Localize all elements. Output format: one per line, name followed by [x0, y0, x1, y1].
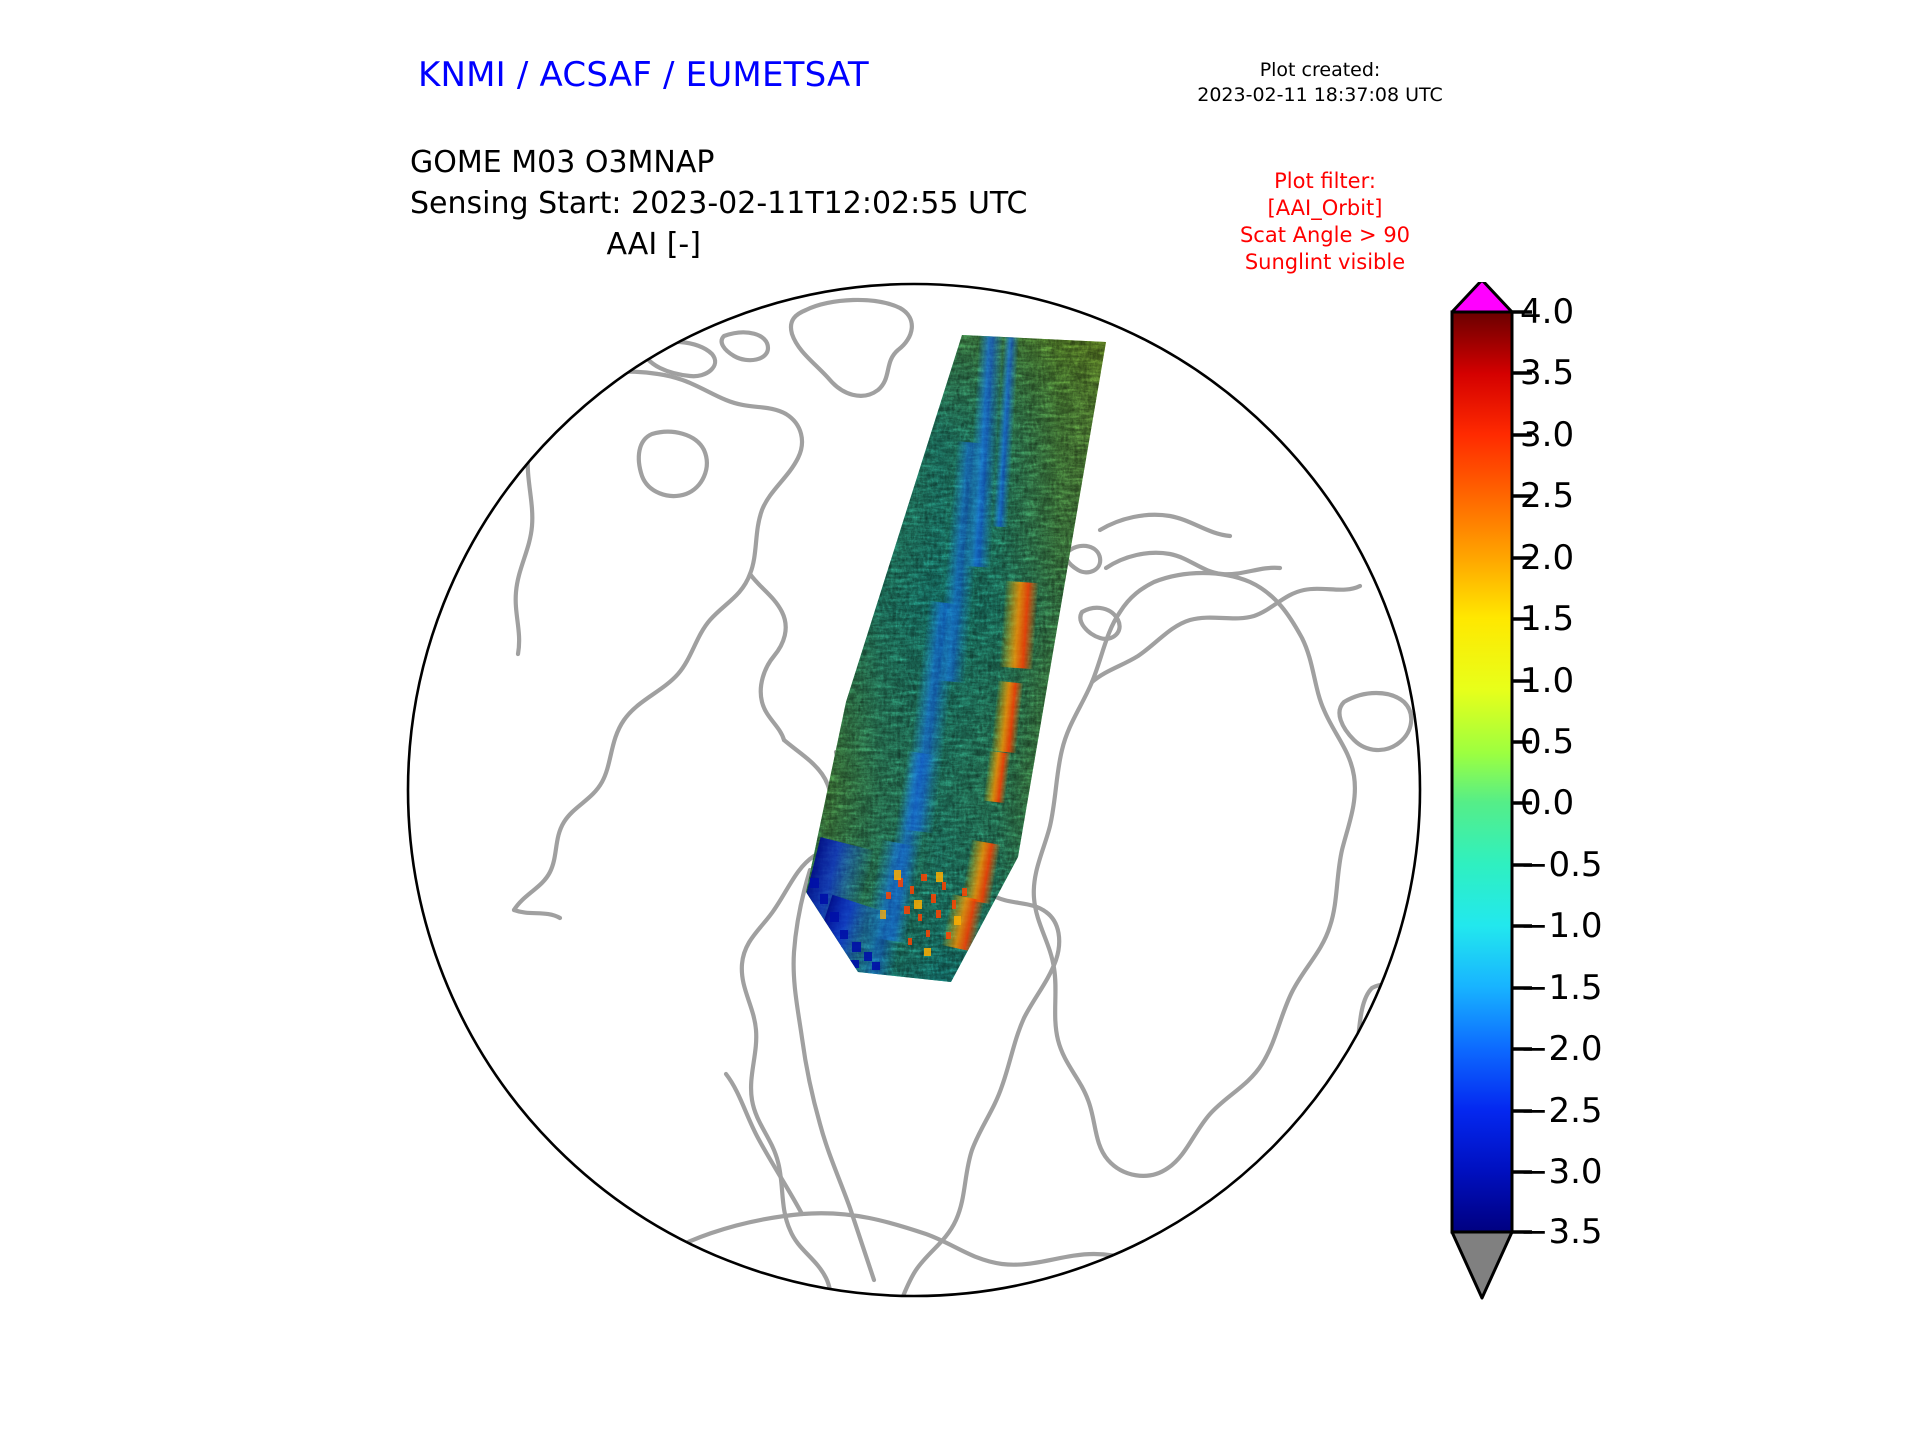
- colorbar-svg: [1450, 282, 1532, 1300]
- colorbar-tick-label: 2.5: [1520, 476, 1575, 516]
- colorbar-tick-label: −0.5: [1520, 845, 1603, 885]
- colorbar-ticks: [1512, 310, 1532, 1234]
- colorbar: 4.0 3.5 3.0 2.5 2.0 1.5 1.0 0.5 0.0 −0.5…: [1432, 282, 1852, 1312]
- globe-map: [406, 282, 1422, 1298]
- plot-filter-block: Plot filter: [AAI_Orbit] Scat Angle > 90…: [1180, 168, 1470, 276]
- colorbar-tick-label: 4.0: [1520, 292, 1575, 332]
- high-aai-speckles: [886, 874, 967, 945]
- plot-created-block: Plot created: 2023-02-11 18:37:08 UTC: [1160, 58, 1480, 108]
- colorbar-tick-label: −2.0: [1520, 1029, 1603, 1069]
- plot-filter-label: Plot filter:: [1274, 169, 1376, 193]
- colorbar-tick-label: 2.0: [1520, 538, 1575, 578]
- plot-filter-name: [AAI_Orbit]: [1267, 196, 1383, 220]
- colorbar-tick-label: −3.5: [1520, 1212, 1603, 1252]
- page-title: GOME M03 O3MNAP Sensing Start: 2023-02-1…: [410, 142, 1027, 265]
- colorbar-tick-label: 0.0: [1520, 783, 1575, 823]
- plot-created-timestamp: 2023-02-11 18:37:08 UTC: [1197, 84, 1443, 106]
- organization-title: KNMI / ACSAF / EUMETSAT: [418, 55, 869, 95]
- colorbar-gradient: [1450, 310, 1514, 1234]
- colorbar-tick-label: 3.0: [1520, 415, 1575, 455]
- colorbar-tick-label: −1.0: [1520, 906, 1603, 946]
- colorbar-tick-label: 1.5: [1520, 599, 1575, 639]
- sensing-start: Sensing Start: 2023-02-11T12:02:55 UTC: [410, 186, 1028, 221]
- globe-outline: [406, 282, 1422, 1298]
- colorbar-under-arrow: [1450, 1230, 1514, 1300]
- plot-created-label: Plot created:: [1259, 59, 1381, 81]
- colorbar-tick-label: 3.5: [1520, 353, 1575, 393]
- orthographic-projection: [406, 282, 1422, 1298]
- product-title: GOME M03 O3MNAP: [410, 145, 715, 180]
- colorbar-tick-label: 1.0: [1520, 661, 1575, 701]
- colorbar-tick-label: −1.5: [1520, 968, 1603, 1008]
- plot-filter-condition: Scat Angle > 90: [1239, 223, 1411, 247]
- plot-filter-note: Sunglint visible: [1244, 250, 1406, 274]
- colorbar-tick-label: 0.5: [1520, 722, 1575, 762]
- variable-title: AAI [-]: [606, 227, 701, 262]
- colorbar-over-arrow: [1450, 282, 1514, 314]
- colorbar-tick-label: −3.0: [1520, 1152, 1603, 1192]
- colorbar-tick-label: −2.5: [1520, 1091, 1603, 1131]
